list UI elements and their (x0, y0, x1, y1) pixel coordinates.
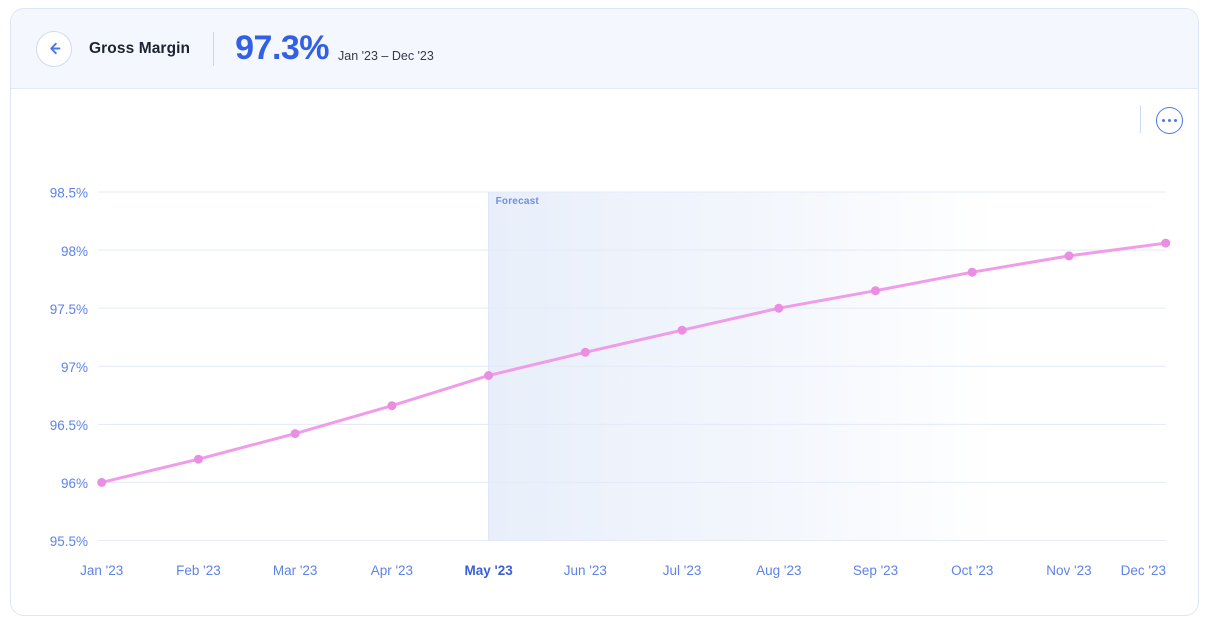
data-point[interactable] (97, 477, 107, 487)
header-divider (213, 31, 215, 66)
forecast-label: Forecast (496, 196, 540, 207)
x-axis-label: Jul '23 (663, 563, 702, 578)
data-point[interactable] (193, 454, 203, 464)
x-axis-label: Jun '23 (564, 563, 607, 578)
y-axis-label: 97% (61, 360, 88, 375)
data-point[interactable] (387, 401, 397, 411)
series-line (100, 241, 1168, 484)
x-axis-label: Dec '23 (1121, 563, 1166, 578)
ellipsis-icon (1162, 118, 1177, 123)
x-axis-label: Oct '23 (951, 563, 993, 578)
metric-date-range: Jan '23 – Dec '23 (338, 49, 434, 63)
y-axis-label: 97.5% (50, 302, 88, 317)
x-axis-label: Mar '23 (273, 563, 318, 578)
y-axis-label: 96.5% (50, 418, 88, 433)
data-point[interactable] (484, 371, 494, 380)
y-axis-label: 96% (61, 476, 88, 491)
x-axis-label: Sep '23 (853, 563, 898, 578)
x-axis-label: May '23 (464, 563, 513, 578)
x-axis-label: Nov '23 (1046, 563, 1091, 578)
chart-options-button[interactable] (1156, 107, 1183, 134)
page-title: Gross Margin (89, 39, 191, 57)
y-axis-label: 98% (61, 244, 88, 259)
data-point[interactable] (1064, 251, 1074, 261)
data-point[interactable] (1161, 238, 1171, 248)
chart-panel: 95.5% 96% 96.5% 97% 97.5% 98% 98.5% Forecast Jan… (11, 89, 1199, 616)
data-point[interactable] (580, 347, 590, 357)
metric-detail-card: Gross Margin 97.3% Jan '23 – Dec '23 95.… (10, 8, 1199, 616)
x-axis-label: Aug '23 (756, 563, 801, 578)
toolbar-divider (1139, 105, 1141, 133)
gross-margin-chart[interactable]: 95.5% 96% 96.5% 97% 97.5% 98% 98.5% Forecast Jan… (11, 89, 1199, 616)
arrow-left-icon (46, 40, 63, 57)
y-axis-label: 95.5% (50, 534, 88, 549)
card-header: Gross Margin 97.3% Jan '23 – Dec '23 (11, 9, 1198, 89)
data-point[interactable] (774, 303, 784, 313)
x-axis-label: Feb '23 (176, 563, 221, 578)
metric-value: 97.3% (235, 29, 330, 67)
x-axis-label: Jan '23 (80, 563, 123, 578)
x-axis-label: Apr '23 (371, 563, 413, 578)
back-button[interactable] (36, 30, 72, 67)
data-point[interactable] (677, 325, 687, 335)
data-point[interactable] (290, 429, 300, 439)
y-axis-label: 98.5% (50, 186, 88, 201)
data-point[interactable] (871, 286, 880, 296)
data-point[interactable] (967, 267, 977, 277)
